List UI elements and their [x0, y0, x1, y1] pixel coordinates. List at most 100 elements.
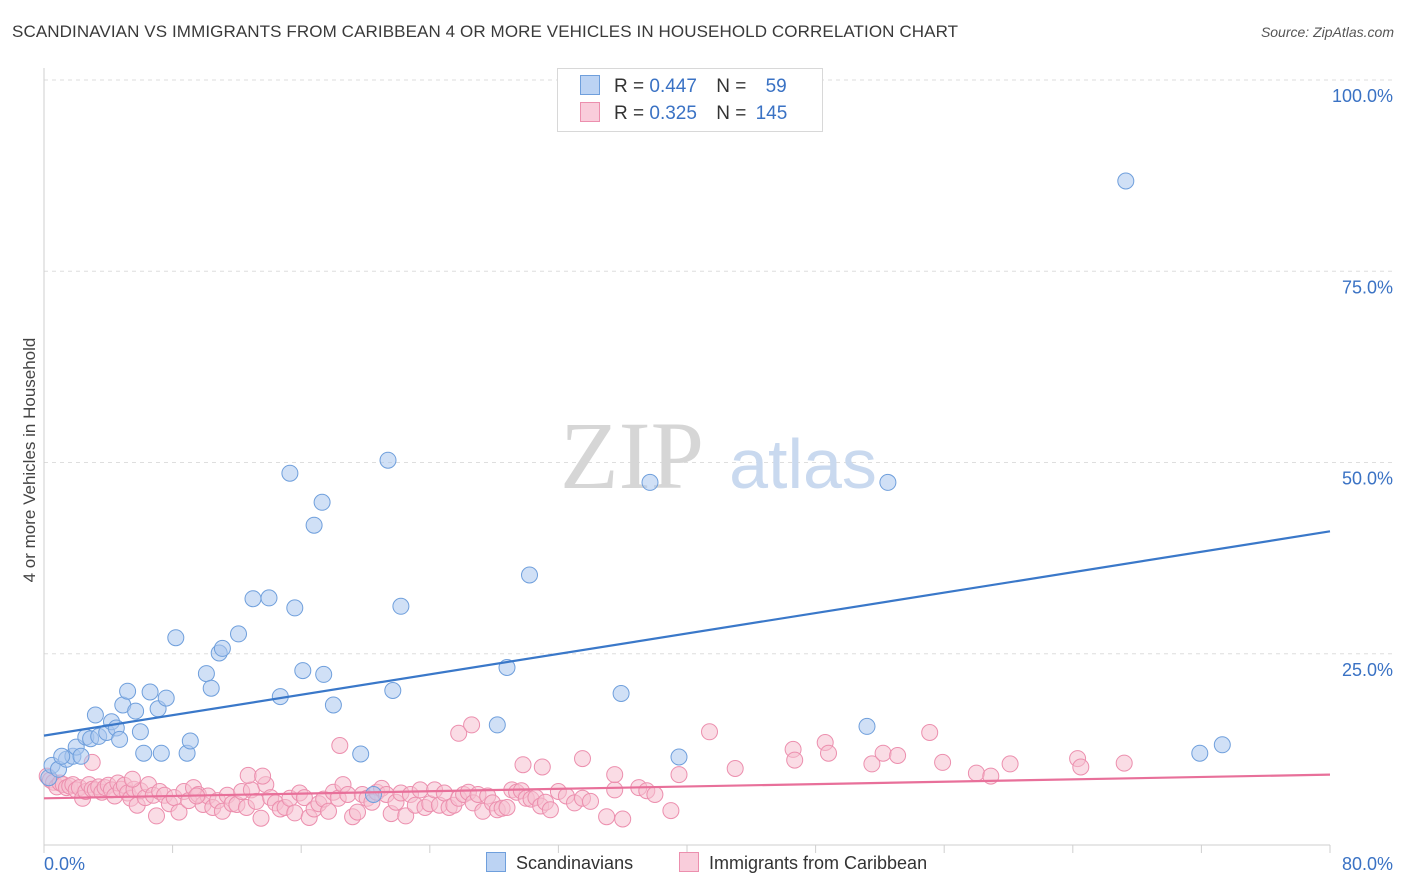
correlation-legend: R = 0.447 N = 59 R = 0.325 N = 145 [557, 68, 823, 132]
caribbean-point [606, 766, 624, 784]
scandinavian-point [352, 745, 370, 763]
scandinavian-point [119, 682, 137, 700]
scandinavian-point [313, 493, 331, 511]
scandinavian-point [197, 665, 215, 683]
data-points [38, 172, 1231, 828]
caribbean-point [498, 799, 516, 816]
caribbean-point [1001, 755, 1019, 773]
scandinavian-point [641, 473, 659, 491]
caribbean-point [411, 781, 429, 799]
scandinavian-point [488, 716, 506, 734]
scandinavian-point [612, 685, 630, 702]
scandinavian-point [286, 599, 304, 617]
n-value-caribbean: 145 [755, 103, 788, 124]
caribbean-point [786, 751, 804, 769]
caribbean-point [614, 810, 632, 828]
scandinavian-trendline [43, 530, 1331, 737]
chart-title: SCANDINAVIAN VS IMMIGRANTS FROM CARIBBEA… [12, 22, 959, 41]
scandinavian-point [392, 597, 410, 615]
watermark-atlas: atlas [729, 425, 877, 503]
caribbean-point [170, 803, 188, 821]
scandinavian-point [324, 696, 342, 714]
scandinavian-point [281, 464, 299, 482]
caribbean-point [397, 807, 415, 825]
caribbean-point [331, 737, 349, 754]
caribbean-point [598, 808, 616, 826]
caribbean-point [1115, 754, 1133, 772]
scandinavian-point [384, 682, 402, 699]
caribbean-point [874, 744, 892, 762]
scandinavian-point [167, 629, 185, 647]
caribbean-point [889, 747, 907, 764]
scandinavian-point [230, 625, 247, 643]
caribbean-point [606, 781, 624, 799]
axes [43, 68, 1331, 853]
scandinavian-point [521, 566, 538, 584]
caribbean-point [646, 786, 664, 803]
legend-swatch-caribbean [679, 852, 699, 872]
caribbean-point [533, 758, 551, 776]
scandinavian-point [135, 744, 153, 762]
r-value-scandinavians: 0.447 [649, 76, 697, 97]
caribbean-point [286, 804, 304, 822]
caribbean-point [662, 802, 680, 820]
caribbean-point [701, 723, 718, 741]
x-tick-label: 80.0% [1342, 854, 1393, 874]
scandinavian-point [53, 747, 71, 765]
scandinavian-point [72, 747, 90, 765]
y-tick-label: 100.0% [1332, 86, 1393, 106]
scandinavian-point [858, 717, 876, 735]
caribbean-point [239, 766, 257, 784]
scandinavian-point [294, 662, 312, 680]
legend-swatch-pink [580, 102, 600, 122]
caribbean-point [514, 756, 532, 774]
caribbean-trendline [43, 773, 1331, 800]
caribbean-point [582, 792, 599, 810]
tick-labels: 25.0% 50.0% 75.0% 100.0% 0.0% 80.0% [44, 86, 1393, 874]
scandinavian-point [244, 590, 262, 608]
x-tick-label: 0.0% [44, 854, 85, 874]
legend-swatch-blue [580, 75, 600, 95]
scandinavian-point [111, 730, 129, 748]
scandinavian-point [127, 702, 145, 720]
source-label: Source: ZipAtlas.com [1260, 24, 1394, 40]
caribbean-point [254, 767, 272, 785]
scandinavian-point [670, 748, 688, 766]
caribbean-point [670, 766, 688, 784]
scandinavian-point [157, 689, 175, 707]
scandinavian-point [365, 786, 382, 803]
scandinavian-point [131, 723, 149, 741]
legend-swatch-scandinavians [486, 852, 506, 872]
scandinavian-point [260, 589, 278, 607]
scandinavian-point [86, 706, 104, 724]
caribbean-point [1072, 758, 1090, 776]
caribbean-point [574, 750, 591, 768]
caribbean-point [450, 724, 468, 742]
caribbean-point [863, 755, 881, 773]
scandinavian-point [152, 744, 170, 762]
watermark-zip: ZIP [560, 402, 704, 509]
trendlines [43, 530, 1331, 800]
r-value-caribbean: 0.325 [649, 103, 697, 124]
caribbean-point [349, 803, 366, 821]
y-tick-label: 25.0% [1342, 660, 1393, 680]
caribbean-point [921, 724, 939, 741]
caribbean-point [123, 770, 141, 788]
scandinavian-point [1117, 172, 1135, 190]
scandinavian-point [1213, 736, 1231, 754]
caribbean-point [820, 744, 837, 762]
legend-row-scandinavians: R = 0.447 N = 59 [580, 75, 787, 99]
scandinavian-point [213, 639, 231, 657]
legend-row-caribbean: R = 0.325 N = 145 [580, 102, 787, 126]
scandinavian-point [202, 679, 220, 697]
scandinavian-point [315, 665, 333, 683]
watermark: ZIP atlas [560, 402, 877, 509]
legend-item-caribbean: Immigrants from Caribbean [679, 852, 927, 876]
scandinavian-point [379, 451, 397, 469]
caribbean-point [934, 753, 952, 771]
scandinavian-point [879, 473, 897, 491]
caribbean-point [339, 786, 357, 803]
caribbean-point [726, 760, 744, 777]
grid [44, 79, 1392, 655]
